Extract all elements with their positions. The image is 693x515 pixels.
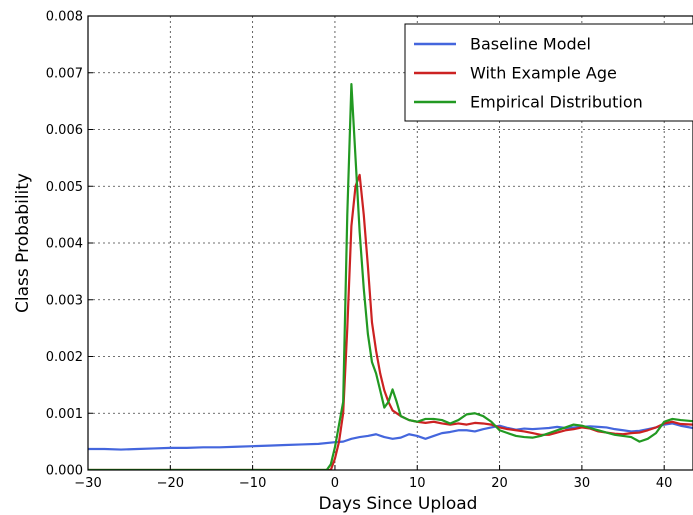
y-tick-label: 0.000 xyxy=(46,464,83,479)
legend-label-empirical-distribution: Empirical Distribution xyxy=(470,93,643,112)
x-axis-title: Days Since Upload xyxy=(319,494,478,514)
y-tick-label: 0.003 xyxy=(46,293,83,308)
legend: Baseline Model With Example Age Empirical … xyxy=(404,23,693,122)
series-layer xyxy=(88,82,693,470)
x-tick-label: 10 xyxy=(409,476,426,491)
y-axis: 0.000 0.001 0.002 0.003 0.004 0.005 0.006 0.007… xyxy=(46,10,93,479)
y-tick-label: 0.002 xyxy=(46,350,83,365)
x-tick-label: 30 xyxy=(574,476,591,491)
x-tick-label: −10 xyxy=(239,476,266,491)
legend-label-with-example-age: With Example Age xyxy=(470,64,617,83)
x-tick-label: 0 xyxy=(331,476,339,491)
x-tick-label: −30 xyxy=(74,476,101,491)
x-tick-label: 20 xyxy=(491,476,508,491)
y-tick-label: 0.006 xyxy=(46,123,83,138)
y-tick-label: 0.004 xyxy=(46,237,83,252)
y-tick-label: 0.001 xyxy=(46,407,83,422)
series-line-empirical-distribution xyxy=(88,82,693,470)
y-tick-label: 0.007 xyxy=(46,66,83,81)
x-tick-label: −20 xyxy=(157,476,184,491)
series-line-baseline-model xyxy=(88,422,693,451)
y-axis-title: Class Probability xyxy=(13,173,33,313)
y-tick-label: 0.005 xyxy=(46,180,83,195)
legend-label-baseline-model: Baseline Model xyxy=(470,35,591,54)
x-axis: −30 −20 −10 0 10 20 30 40 xyxy=(74,465,672,491)
y-tick-label: 0.008 xyxy=(46,10,83,25)
x-tick-label: 40 xyxy=(656,476,673,491)
